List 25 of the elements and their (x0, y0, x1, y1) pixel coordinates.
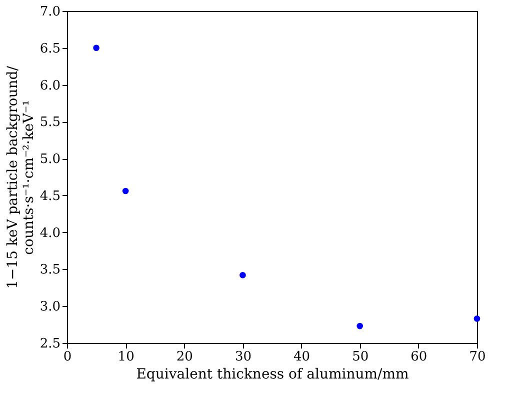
y-tick-label: 5.0 (40, 152, 60, 168)
x-tick-label: 30 (234, 350, 252, 364)
point (474, 316, 480, 322)
x-tick-label: 70 (469, 350, 486, 364)
y-tick-label: 4.0 (40, 226, 60, 241)
y-tick-label: 4.5 (40, 188, 60, 204)
x-tick-label: 40 (294, 350, 310, 364)
x-axis-title: Equivalent thickness of aluminum/mm (136, 366, 409, 382)
x-tick-label: 20 (176, 350, 193, 364)
y-tick-label: 6.5 (40, 41, 60, 56)
x-tick-label: 0 (63, 350, 72, 364)
x-tick-label: 10 (118, 350, 134, 364)
y-tick-label: 3.0 (40, 300, 60, 315)
x-tick-label: 60 (410, 350, 428, 364)
x-tick-label: 50 (352, 350, 369, 364)
y-axis-title: 1−15 keV particle background/ counts·s⁻¹·cm⁻²·keV⁻¹ (4, 66, 37, 289)
point (93, 44, 100, 52)
y-tick-label: 7.0 (40, 4, 60, 20)
point (240, 272, 246, 278)
y-tick-label: 5.5 (40, 115, 60, 130)
point (122, 188, 129, 194)
point (356, 322, 364, 330)
y-tick-label: 6.0 (40, 78, 60, 94)
y-tick-label: 3.5 (40, 262, 60, 278)
y-tick-label: 2.5 (40, 336, 60, 352)
